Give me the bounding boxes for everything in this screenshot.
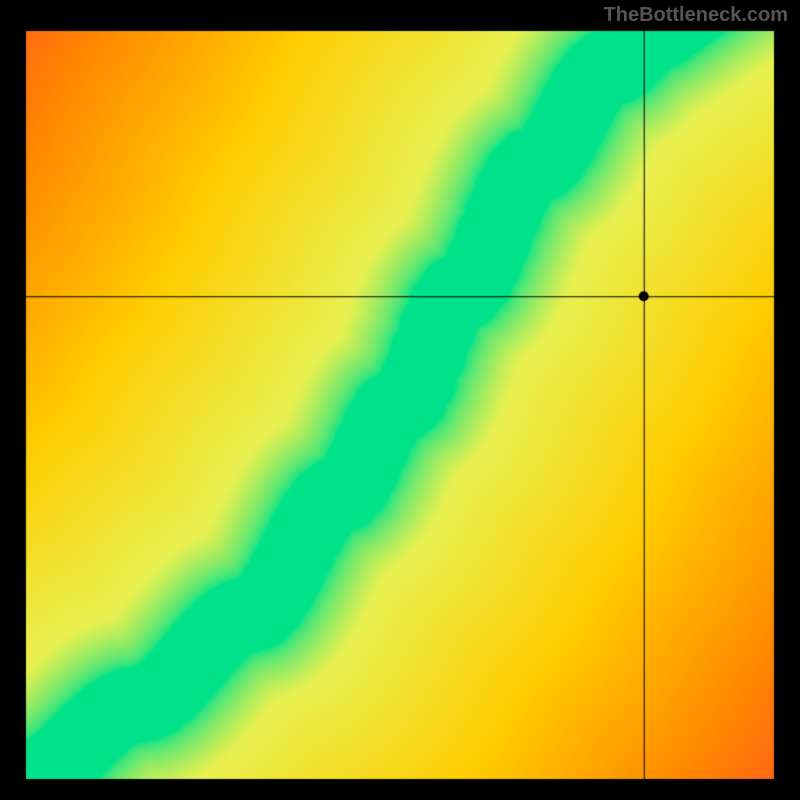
chart-container: TheBottleneck.com (0, 0, 800, 800)
attribution-text: TheBottleneck.com (604, 4, 788, 27)
bottleneck-heatmap (0, 0, 800, 800)
